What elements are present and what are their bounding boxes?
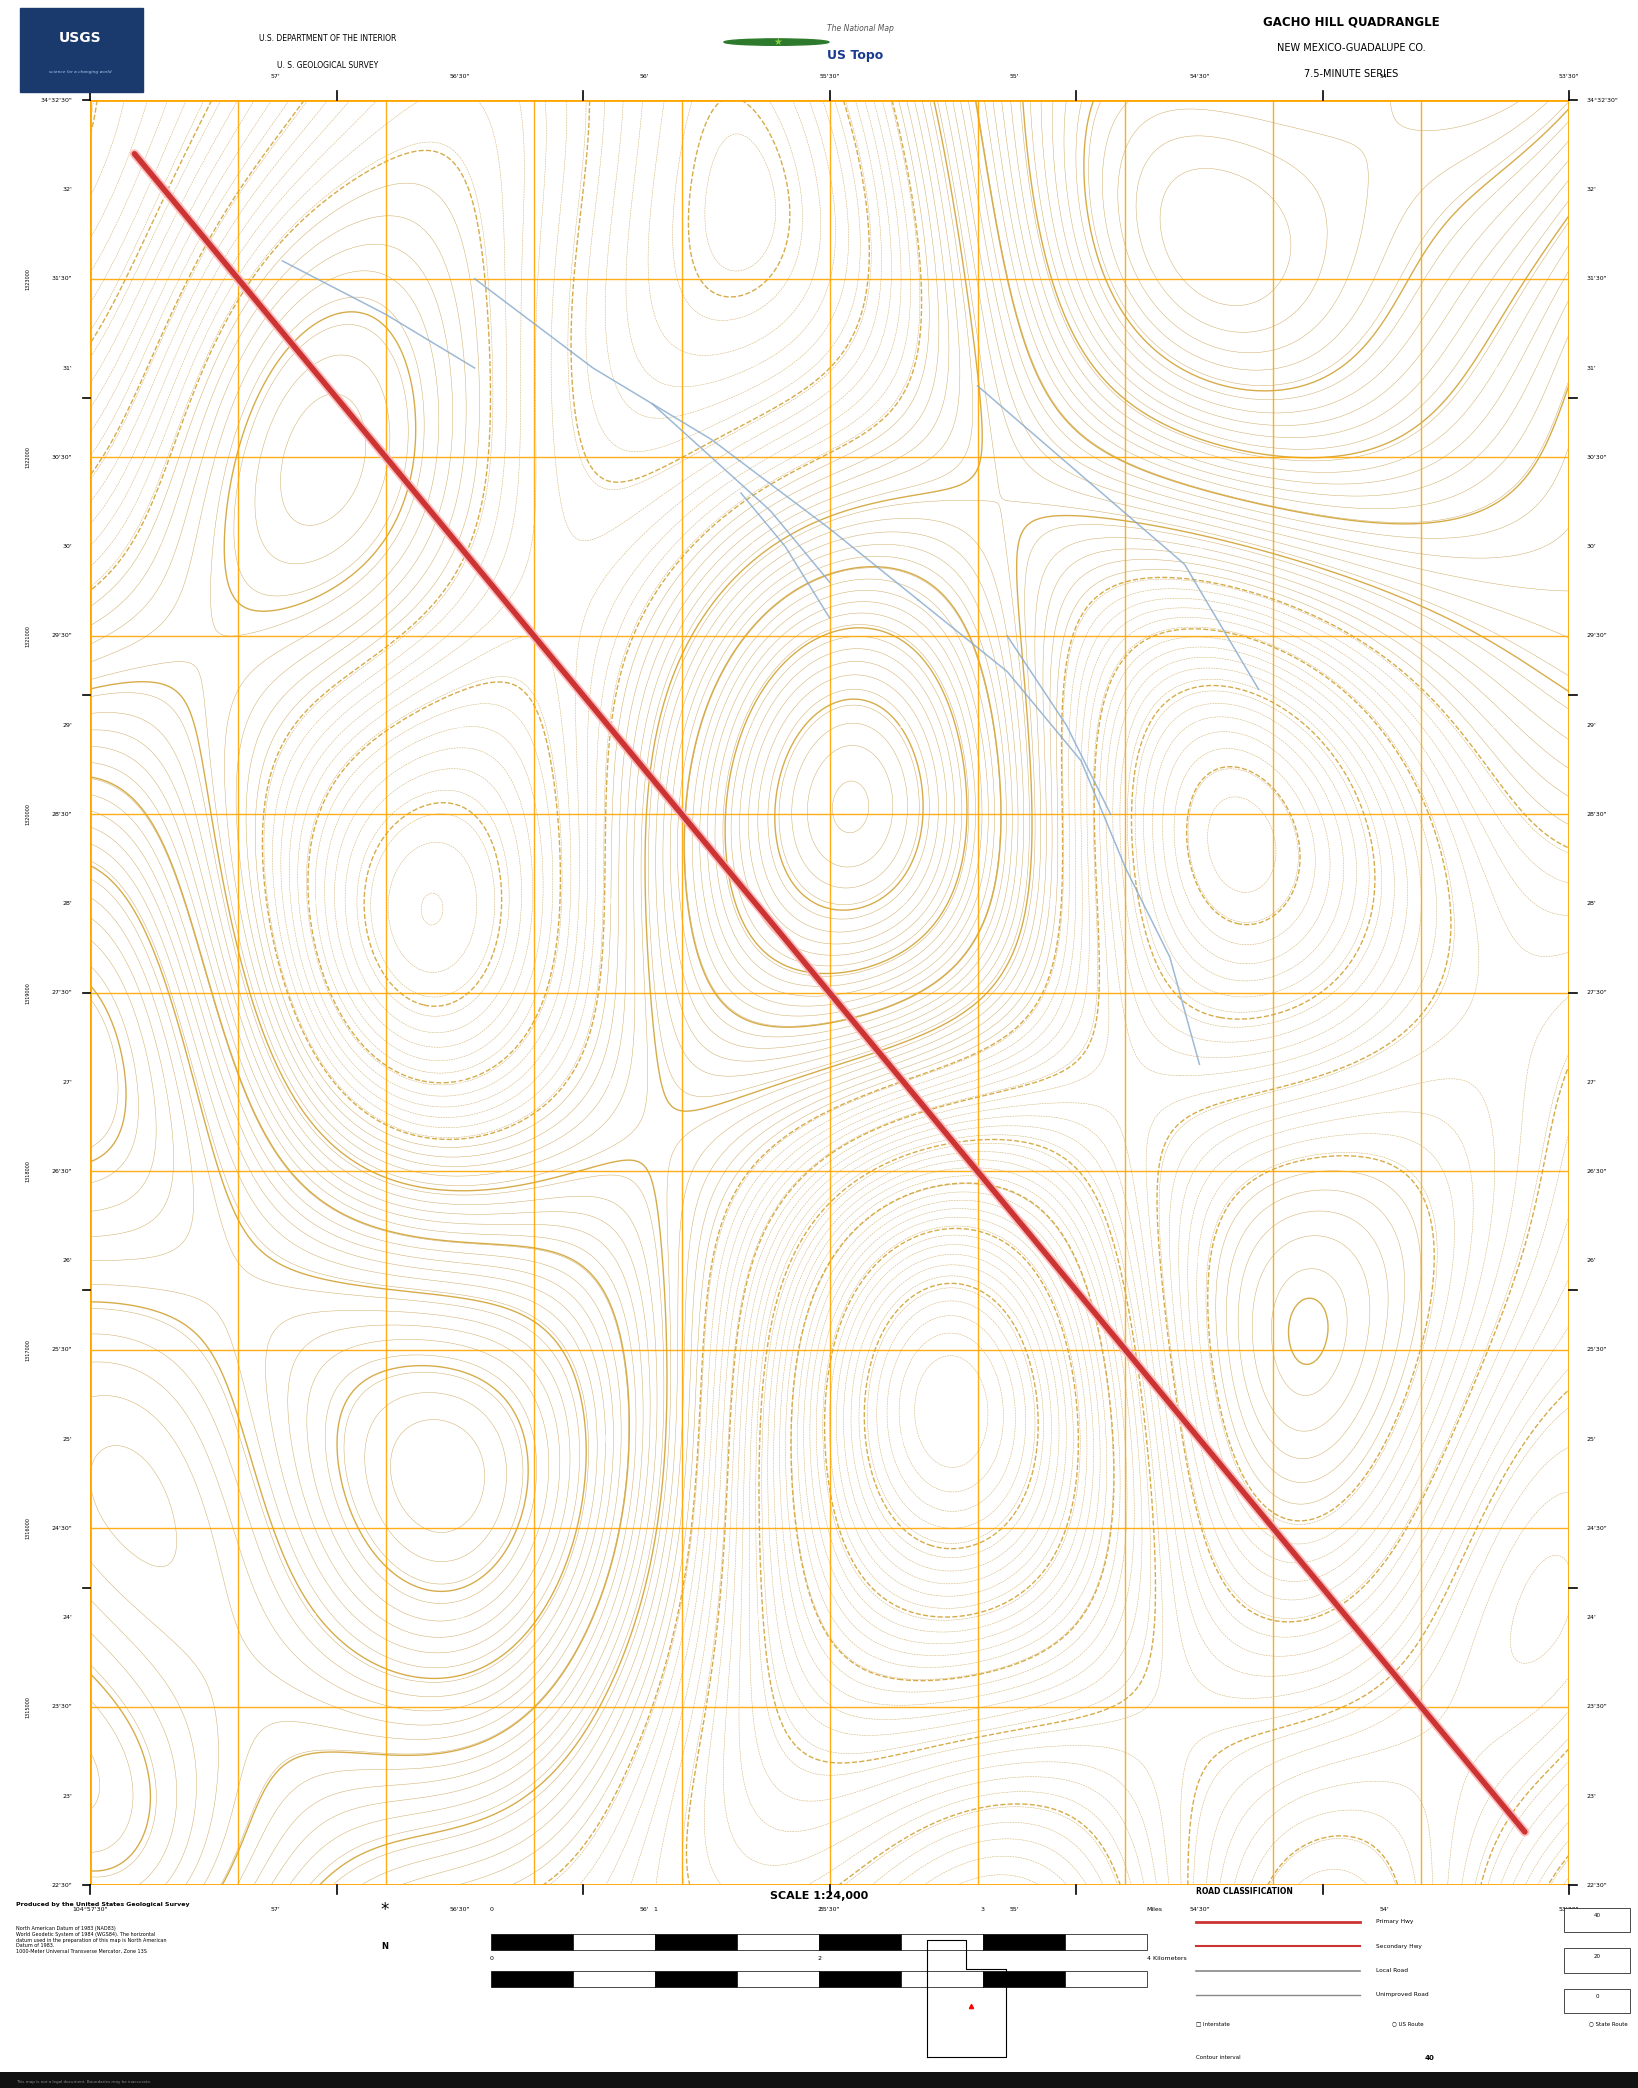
Text: 27': 27' — [62, 1079, 72, 1084]
Text: 3: 3 — [604, 1257, 611, 1265]
Text: 55': 55' — [1009, 1906, 1019, 1913]
Text: 1317000: 1317000 — [26, 1338, 31, 1361]
Text: 54': 54' — [1379, 1906, 1389, 1913]
Text: 29: 29 — [306, 900, 318, 908]
Text: 19: 19 — [159, 720, 169, 729]
Text: 32': 32' — [62, 188, 72, 192]
Bar — [0, 2071, 1638, 2088]
Text: 31'30": 31'30" — [1587, 276, 1607, 282]
Text: 10: 10 — [1342, 1257, 1353, 1265]
Bar — [1564, 1908, 1630, 1931]
Text: 28': 28' — [62, 902, 72, 906]
Text: 10: 10 — [1342, 186, 1353, 194]
Text: 22: 22 — [1342, 1614, 1353, 1622]
Text: 1: 1 — [901, 186, 906, 194]
Text: 26: 26 — [1194, 1077, 1204, 1086]
Text: 8: 8 — [310, 1434, 314, 1443]
Circle shape — [724, 40, 829, 46]
Text: 22: 22 — [603, 720, 613, 729]
Text: 16: 16 — [1491, 1792, 1500, 1800]
Text: 28': 28' — [1587, 902, 1597, 906]
Text: 53'30": 53'30" — [1559, 73, 1579, 79]
Text: 32': 32' — [1587, 188, 1597, 192]
Text: 1: 1 — [654, 1906, 657, 1913]
Text: 0: 0 — [490, 1956, 493, 1961]
Text: 3: 3 — [981, 1906, 984, 1913]
Text: 2: 2 — [753, 1257, 758, 1265]
Text: 28'30": 28'30" — [1587, 812, 1607, 816]
Text: 104°57'30": 104°57'30" — [72, 1906, 108, 1913]
Text: 6: 6 — [162, 186, 167, 194]
Bar — [573, 1971, 655, 1988]
Text: ○ State Route: ○ State Route — [1589, 2021, 1628, 2025]
Text: 23'30": 23'30" — [51, 1704, 72, 1710]
Text: 13: 13 — [1047, 1792, 1057, 1800]
Text: 1315000: 1315000 — [26, 1695, 31, 1718]
Text: 34°32'30": 34°32'30" — [41, 98, 72, 102]
Text: 22: 22 — [603, 1792, 613, 1800]
Text: 35: 35 — [1194, 900, 1204, 908]
Text: 27'30": 27'30" — [51, 990, 72, 996]
Text: This map is not a legal document. Boundaries may be inaccurate.: This map is not a legal document. Bounda… — [16, 2080, 151, 2084]
Text: 30'30": 30'30" — [1587, 455, 1607, 459]
Text: NEW MEXICO-GUADALUPE CO.: NEW MEXICO-GUADALUPE CO. — [1278, 44, 1425, 52]
Text: 22'30": 22'30" — [1587, 1883, 1609, 1888]
Text: 14: 14 — [1194, 1792, 1204, 1800]
Text: 24: 24 — [1047, 543, 1057, 551]
Text: 14: 14 — [750, 543, 762, 551]
Text: 4 Kilometers: 4 Kilometers — [1147, 1956, 1186, 1961]
Text: 1318000: 1318000 — [26, 1161, 31, 1182]
Text: 2: 2 — [1197, 363, 1202, 372]
Text: 31: 31 — [159, 1077, 169, 1086]
Text: 25': 25' — [62, 1437, 72, 1441]
Text: 26'30": 26'30" — [52, 1169, 72, 1173]
Text: 9: 9 — [1492, 1257, 1497, 1265]
Text: 11: 11 — [750, 363, 762, 372]
Text: Local Road: Local Road — [1376, 1969, 1409, 1973]
Text: 30: 30 — [159, 900, 169, 908]
Text: 1323000: 1323000 — [26, 267, 31, 290]
Text: 3: 3 — [604, 186, 611, 194]
Text: 7.5-MINUTE SERIES: 7.5-MINUTE SERIES — [1304, 69, 1399, 79]
Text: U. S. GEOLOGICAL SURVEY: U. S. GEOLOGICAL SURVEY — [277, 61, 378, 69]
Text: 28: 28 — [455, 900, 465, 908]
Text: 21: 21 — [455, 720, 465, 729]
Text: 1322000: 1322000 — [26, 447, 31, 468]
Text: 12: 12 — [1047, 186, 1057, 194]
Text: 21: 21 — [1491, 543, 1500, 551]
Text: 22: 22 — [1342, 543, 1353, 551]
Bar — [819, 1933, 901, 1950]
Text: 6: 6 — [162, 1257, 167, 1265]
Text: USGS: USGS — [59, 31, 102, 46]
Text: 36: 36 — [898, 1077, 909, 1086]
Text: 24': 24' — [1587, 1616, 1597, 1620]
Text: 56'30": 56'30" — [449, 1906, 470, 1913]
Text: 12: 12 — [898, 1434, 909, 1443]
Text: 0: 0 — [1595, 1994, 1599, 2000]
Text: 29': 29' — [62, 722, 72, 727]
Text: 12: 12 — [1047, 1257, 1057, 1265]
Text: 24'30": 24'30" — [51, 1526, 72, 1531]
Text: North American Datum of 1983 (NAD83)
World Geodetic System of 1984 (WGS84). The : North American Datum of 1983 (NAD83) Wor… — [16, 1925, 167, 1954]
Text: 31': 31' — [62, 365, 72, 370]
Text: 24: 24 — [1047, 1614, 1057, 1622]
Text: 26'30": 26'30" — [1587, 1169, 1607, 1173]
Text: 23'30": 23'30" — [1587, 1704, 1609, 1710]
Text: 30'30": 30'30" — [52, 455, 72, 459]
Text: 54': 54' — [1379, 73, 1389, 79]
Text: 17: 17 — [306, 1614, 318, 1622]
Text: 31': 31' — [1587, 365, 1597, 370]
Text: 3: 3 — [1345, 1434, 1350, 1443]
Text: 1: 1 — [901, 1257, 906, 1265]
Text: 23: 23 — [750, 1792, 762, 1800]
Bar — [1564, 1948, 1630, 1973]
Text: 29': 29' — [1587, 722, 1597, 727]
Text: 16: 16 — [455, 1614, 465, 1622]
Text: 21: 21 — [455, 1792, 465, 1800]
Text: U.S. DEPARTMENT OF THE INTERIOR: U.S. DEPARTMENT OF THE INTERIOR — [259, 33, 396, 42]
Text: 24': 24' — [62, 1616, 72, 1620]
Text: 2: 2 — [817, 1956, 821, 1961]
Text: ROAD CLASSIFICATION: ROAD CLASSIFICATION — [1196, 1888, 1292, 1896]
Text: 29'30": 29'30" — [51, 633, 72, 639]
Text: 24: 24 — [898, 720, 909, 729]
